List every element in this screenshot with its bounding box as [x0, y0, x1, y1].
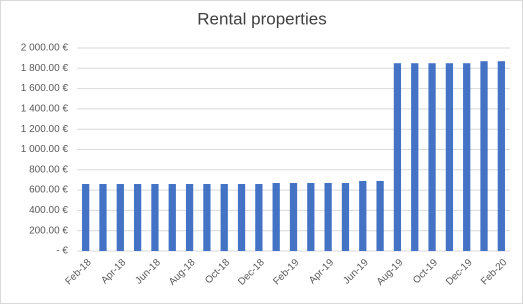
y-tick-label: 2 000.00 €: [21, 43, 69, 54]
bar: [151, 184, 159, 251]
bar: [376, 180, 384, 251]
bar: [133, 184, 142, 251]
y-tick-label: 600.00 €: [29, 185, 68, 196]
bar: [82, 184, 90, 251]
bar: [480, 61, 488, 251]
bar: [497, 61, 505, 251]
y-tick-label: 200.00 €: [29, 225, 68, 236]
y-tick-label: 1 000.00 €: [21, 144, 69, 155]
bar: [411, 63, 419, 251]
bar: [255, 184, 263, 251]
bar: [393, 63, 402, 251]
y-tick-label: 1 200.00 €: [21, 124, 69, 135]
bar: [289, 182, 298, 251]
bar: [220, 184, 228, 251]
bar: [341, 182, 350, 251]
bar: [272, 182, 280, 251]
bar: [203, 184, 211, 251]
bar: [359, 180, 367, 251]
bar: [324, 182, 332, 251]
y-tick-label: 1 600.00 €: [21, 83, 69, 94]
y-tick-label: 1 400.00 €: [21, 104, 69, 115]
y-tick-label: 400.00 €: [29, 205, 68, 216]
bar: [116, 184, 124, 251]
y-tick-label: 1 800.00 €: [21, 63, 69, 74]
y-tick-label: 800.00 €: [29, 164, 68, 175]
bar: [99, 184, 107, 251]
bar: [428, 63, 436, 251]
bar: [307, 182, 315, 251]
y-tick-label: - €: [56, 246, 68, 257]
bar: [463, 63, 471, 251]
bar: [185, 184, 194, 251]
bar: [168, 184, 176, 251]
bar: [445, 63, 454, 251]
bar: [237, 184, 246, 251]
chart-title: Rental properties: [197, 9, 326, 28]
